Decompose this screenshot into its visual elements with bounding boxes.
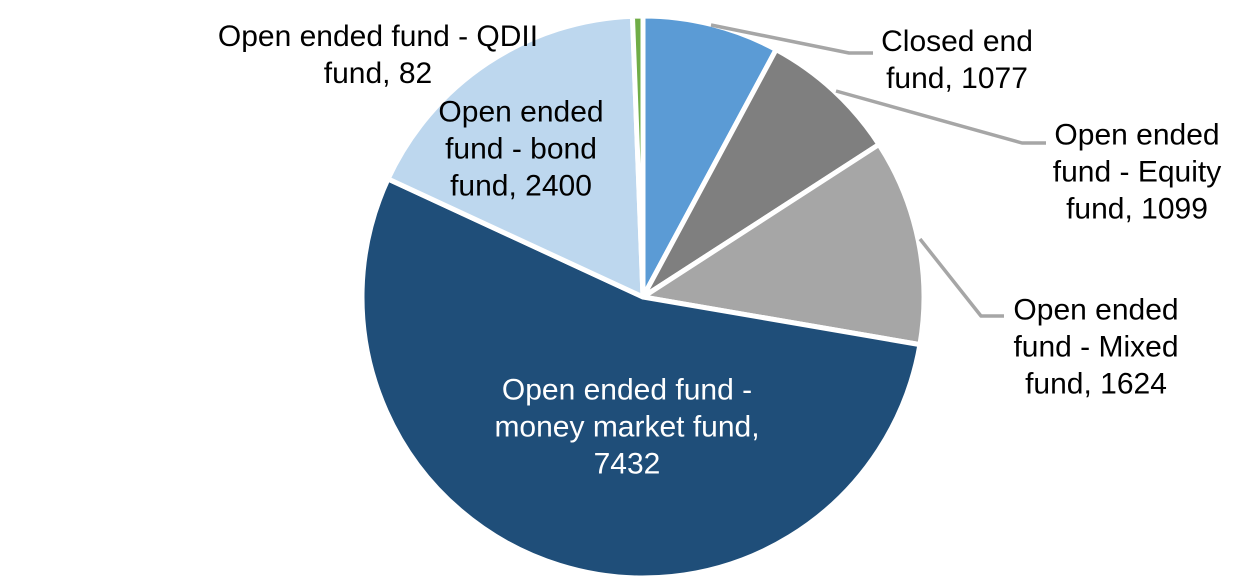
- leader-lines: [710, 23, 1046, 318]
- leader-line-equity-fund: [835, 89, 1046, 145]
- pie-slice-qdii: [629, 13, 646, 300]
- data-label-mixed-fund: Open ended fund - Mixed fund, 1624: [1013, 293, 1179, 401]
- pie-slices: [359, 13, 927, 581]
- data-label-equity-fund: Open ended fund - Equity fund, 1099: [1052, 118, 1222, 226]
- leader-line-mixed-fund: [918, 237, 1004, 318]
- pie-slice-mixed: [640, 141, 927, 348]
- data-label-bond-fund: Open ended fund - bond fund, 2400: [438, 95, 604, 203]
- data-label-closed-end-fund: Closed end fund, 1077: [881, 25, 1033, 95]
- pie-slice-bond: [385, 13, 646, 300]
- data-label-money-market-fund: Open ended fund - money market fund, 743…: [494, 373, 760, 481]
- pie-slice-equity: [640, 47, 882, 300]
- leader-line-closed-end-fund: [710, 23, 873, 55]
- data-label-qdii-fund: Open ended fund - QDII fund, 82: [217, 20, 539, 90]
- pie-slice-money_market: [359, 176, 923, 581]
